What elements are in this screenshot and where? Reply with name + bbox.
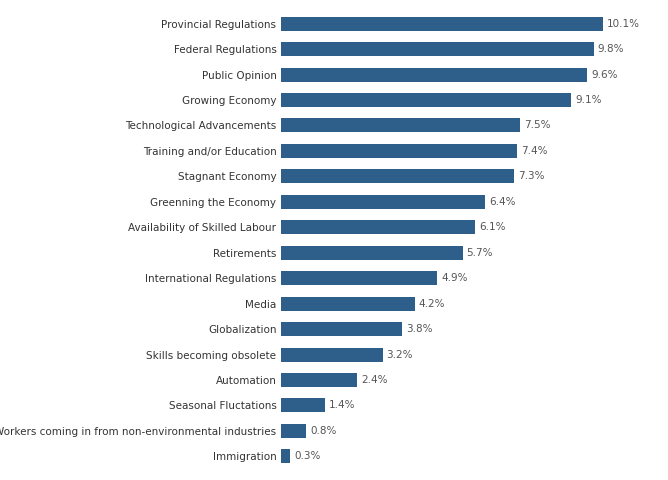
Text: 3.8%: 3.8%	[405, 324, 432, 334]
Text: 0.3%: 0.3%	[294, 451, 321, 461]
Text: 7.3%: 7.3%	[518, 171, 544, 181]
Bar	[281, 144, 517, 158]
Text: 9.6%: 9.6%	[591, 70, 618, 80]
Text: 5.7%: 5.7%	[466, 248, 493, 258]
Text: 1.4%: 1.4%	[329, 400, 355, 410]
Bar	[281, 169, 514, 183]
Text: 0.8%: 0.8%	[310, 426, 336, 436]
Text: 6.4%: 6.4%	[489, 197, 515, 207]
Text: 6.1%: 6.1%	[479, 222, 506, 232]
Bar	[281, 297, 415, 311]
Bar	[281, 220, 476, 234]
Bar	[281, 373, 357, 387]
Text: 3.2%: 3.2%	[387, 349, 413, 360]
Bar	[281, 271, 437, 285]
Text: 10.1%: 10.1%	[607, 19, 640, 29]
Bar	[281, 119, 520, 132]
Bar	[281, 348, 383, 361]
Bar	[281, 322, 402, 336]
Bar	[281, 195, 485, 209]
Bar	[281, 42, 594, 56]
Text: 7.4%: 7.4%	[521, 146, 547, 156]
Text: 4.9%: 4.9%	[441, 273, 468, 283]
Bar	[281, 424, 306, 438]
Bar	[281, 17, 603, 31]
Bar	[281, 246, 463, 260]
Text: 2.4%: 2.4%	[361, 375, 387, 385]
Bar	[281, 68, 587, 82]
Bar	[281, 93, 571, 107]
Text: 4.2%: 4.2%	[419, 299, 445, 309]
Text: 7.5%: 7.5%	[524, 120, 550, 131]
Text: 9.1%: 9.1%	[575, 95, 602, 105]
Bar	[281, 398, 325, 412]
Text: 9.8%: 9.8%	[597, 44, 624, 54]
Bar	[281, 449, 290, 463]
